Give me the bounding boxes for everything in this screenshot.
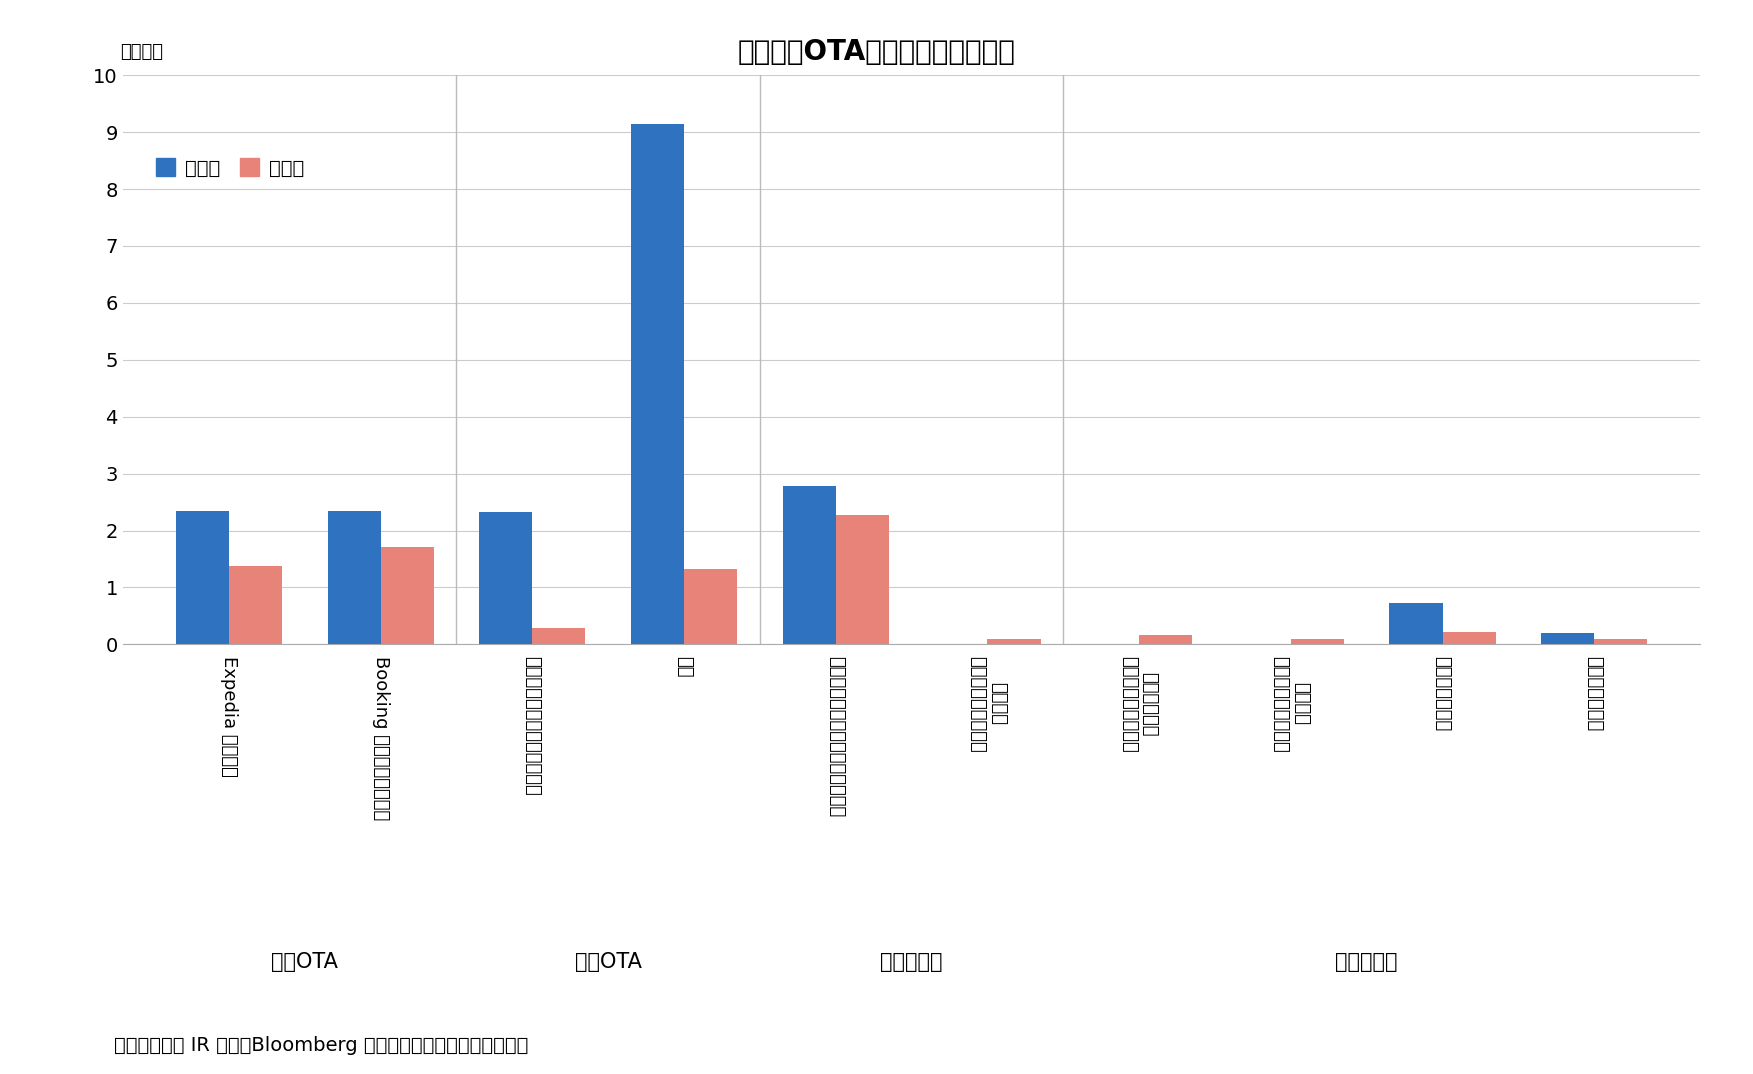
Bar [380, 547, 433, 644]
Bar [533, 628, 586, 644]
Bar [1593, 639, 1648, 644]
Text: 図表２　OTAとホテルの事業規模: 図表２ OTAとホテルの事業規模 [738, 38, 1015, 66]
Text: 国内OTA: 国内OTA [575, 952, 642, 972]
Bar [987, 639, 1041, 644]
Bar [836, 514, 889, 644]
Bar [1443, 632, 1495, 644]
Bar [1541, 633, 1593, 644]
Bar [175, 510, 230, 644]
Bar [479, 512, 533, 644]
Bar [1290, 639, 1345, 644]
Legend: 総資産, 売上高: 総資産, 売上高 [149, 150, 312, 186]
Bar [328, 510, 380, 644]
Bar [1390, 604, 1443, 644]
Bar [684, 569, 736, 644]
Text: 国内ホテル: 国内ホテル [1336, 952, 1397, 972]
Bar [782, 487, 836, 644]
Text: （兆円）: （兆円） [119, 43, 163, 61]
Bar [230, 566, 282, 644]
Text: 海外OTA: 海外OTA [272, 952, 338, 972]
Bar [1139, 635, 1192, 644]
Text: 海外ホテル: 海外ホテル [880, 952, 943, 972]
Text: （資料）各社 IR 資料、Bloomberg よりニッセイ基礎研究所が作成: （資料）各社 IR 資料、Bloomberg よりニッセイ基礎研究所が作成 [114, 1035, 528, 1055]
Bar [631, 124, 684, 644]
